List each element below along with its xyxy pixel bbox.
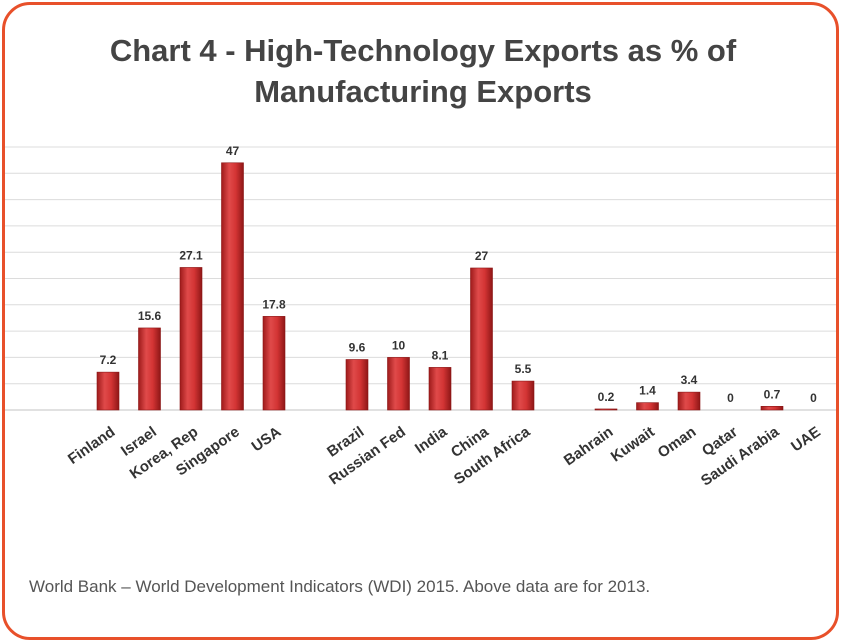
bar-bahrain xyxy=(594,408,618,411)
chart-title-line-1: Chart 4 - High-Technology Exports as % o… xyxy=(110,33,737,68)
data-labels: 7.2 15.6 27.1 47 17.8 9.6 10 8.1 27 5.5 0.2 1.4 3.4 0… xyxy=(100,144,818,405)
source-note: World Bank – World Development Indicator… xyxy=(29,577,651,596)
data-label: 27 xyxy=(475,249,489,263)
bar-korea-rep xyxy=(179,267,203,411)
data-label: 0.7 xyxy=(764,387,781,401)
data-label: 47 xyxy=(226,144,240,158)
x-tick-label: USA xyxy=(249,423,285,455)
bar-china xyxy=(470,267,493,411)
data-label: 17.8 xyxy=(262,297,286,311)
bar-israel xyxy=(138,327,161,411)
data-label: 3.4 xyxy=(681,373,698,387)
data-label: 15.6 xyxy=(138,309,162,323)
bar-brazil xyxy=(345,359,369,411)
bar-india xyxy=(428,367,452,411)
x-tick-label: UAE xyxy=(788,423,824,455)
data-label: 1.4 xyxy=(639,384,656,398)
bar-russian-fed xyxy=(387,357,410,411)
bar-south-africa xyxy=(511,380,535,411)
grid-lines xyxy=(5,146,836,411)
data-label: 7.2 xyxy=(100,353,117,367)
data-label: 5.5 xyxy=(515,362,532,376)
chart-title-line-2: Manufacturing Exports xyxy=(254,74,592,109)
bars xyxy=(96,162,784,411)
data-label: 0.2 xyxy=(598,390,615,404)
x-tick-label: India xyxy=(412,423,451,457)
data-label: 10 xyxy=(392,338,406,352)
data-label: 9.6 xyxy=(349,341,366,355)
data-label: 0 xyxy=(810,391,817,405)
bar-finland xyxy=(96,371,120,411)
bar-chart: Chart 4 - High-Technology Exports as % o… xyxy=(5,33,836,490)
x-tick-label: Kuwait xyxy=(608,423,658,465)
data-label: 0 xyxy=(727,391,734,405)
bar-saudi-arabia xyxy=(760,406,784,411)
bar-kuwait xyxy=(636,402,659,411)
bar-usa xyxy=(262,316,286,411)
x-tick-label: Finland xyxy=(65,423,118,468)
x-tick-label: Bahrain xyxy=(561,423,617,469)
bar-singapore xyxy=(221,162,244,411)
data-label: 27.1 xyxy=(179,248,203,262)
x-tick-label: Oman xyxy=(655,423,700,461)
bar-oman xyxy=(677,391,701,411)
data-label: 8.1 xyxy=(432,348,449,362)
